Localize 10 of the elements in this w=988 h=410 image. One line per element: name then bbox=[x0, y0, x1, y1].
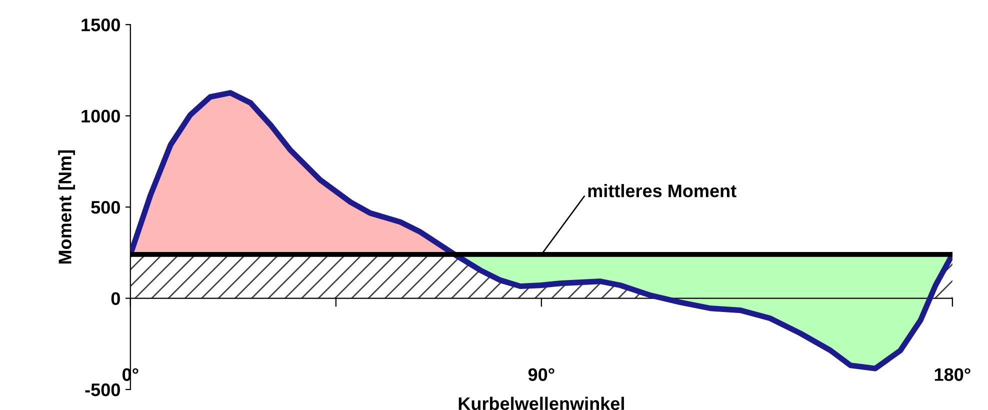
y-tick-label: -500 bbox=[85, 383, 120, 396]
x-tick-label: 180° bbox=[934, 368, 970, 381]
y-tick-label: 0 bbox=[111, 292, 120, 305]
y-axis-title: Moment [Nm] bbox=[58, 150, 75, 264]
y-tick-label: 1000 bbox=[82, 110, 120, 123]
y-tick-label: 500 bbox=[91, 200, 120, 214]
x-tick-label: 90° bbox=[528, 368, 554, 381]
annotation: mittleres Moment bbox=[588, 184, 736, 198]
y-tick-label: 1500 bbox=[82, 18, 120, 32]
x-axis-title: Kurbelwellenwinkel bbox=[458, 396, 624, 410]
